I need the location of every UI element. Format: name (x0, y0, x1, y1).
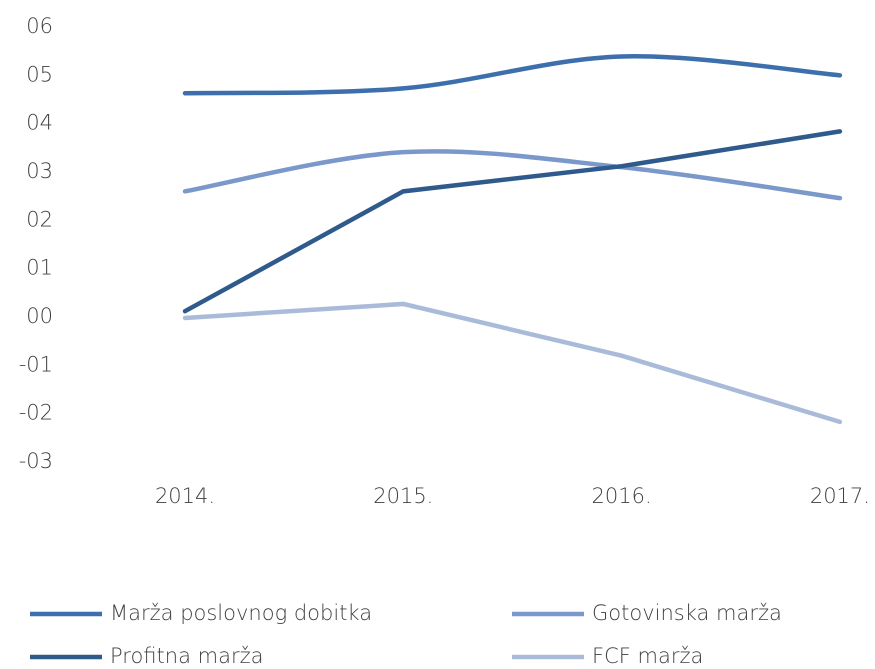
series-line (182, 301, 843, 425)
legend-label: Marža poslovnog dobitka (110, 601, 372, 625)
y-tick-label: 00 (26, 304, 53, 328)
y-tick-label: -01 (19, 352, 53, 376)
y-tick-label: 01 (26, 256, 53, 280)
y-tick-label: 06 (26, 14, 53, 38)
y-tick-label: -03 (19, 449, 53, 473)
legend-label: FCF marža (592, 644, 703, 668)
legend-label: Gotovinska marža (592, 601, 782, 625)
series-line (182, 129, 843, 314)
x-tick-label: 2014. (155, 484, 215, 508)
x-tick-label: 2016. (592, 484, 652, 508)
y-tick-label: 03 (26, 159, 53, 183)
y-tick-label: 05 (26, 62, 53, 86)
y-tick-label: 04 (26, 111, 53, 135)
y-tick-label: -02 (19, 401, 53, 425)
series-line (182, 54, 843, 96)
y-tick-label: 02 (26, 207, 53, 231)
legend-label: Profitna marža (110, 644, 263, 668)
x-tick-label: 2015. (373, 484, 433, 508)
series-line (182, 149, 843, 201)
x-tick-label: 2017. (810, 484, 870, 508)
